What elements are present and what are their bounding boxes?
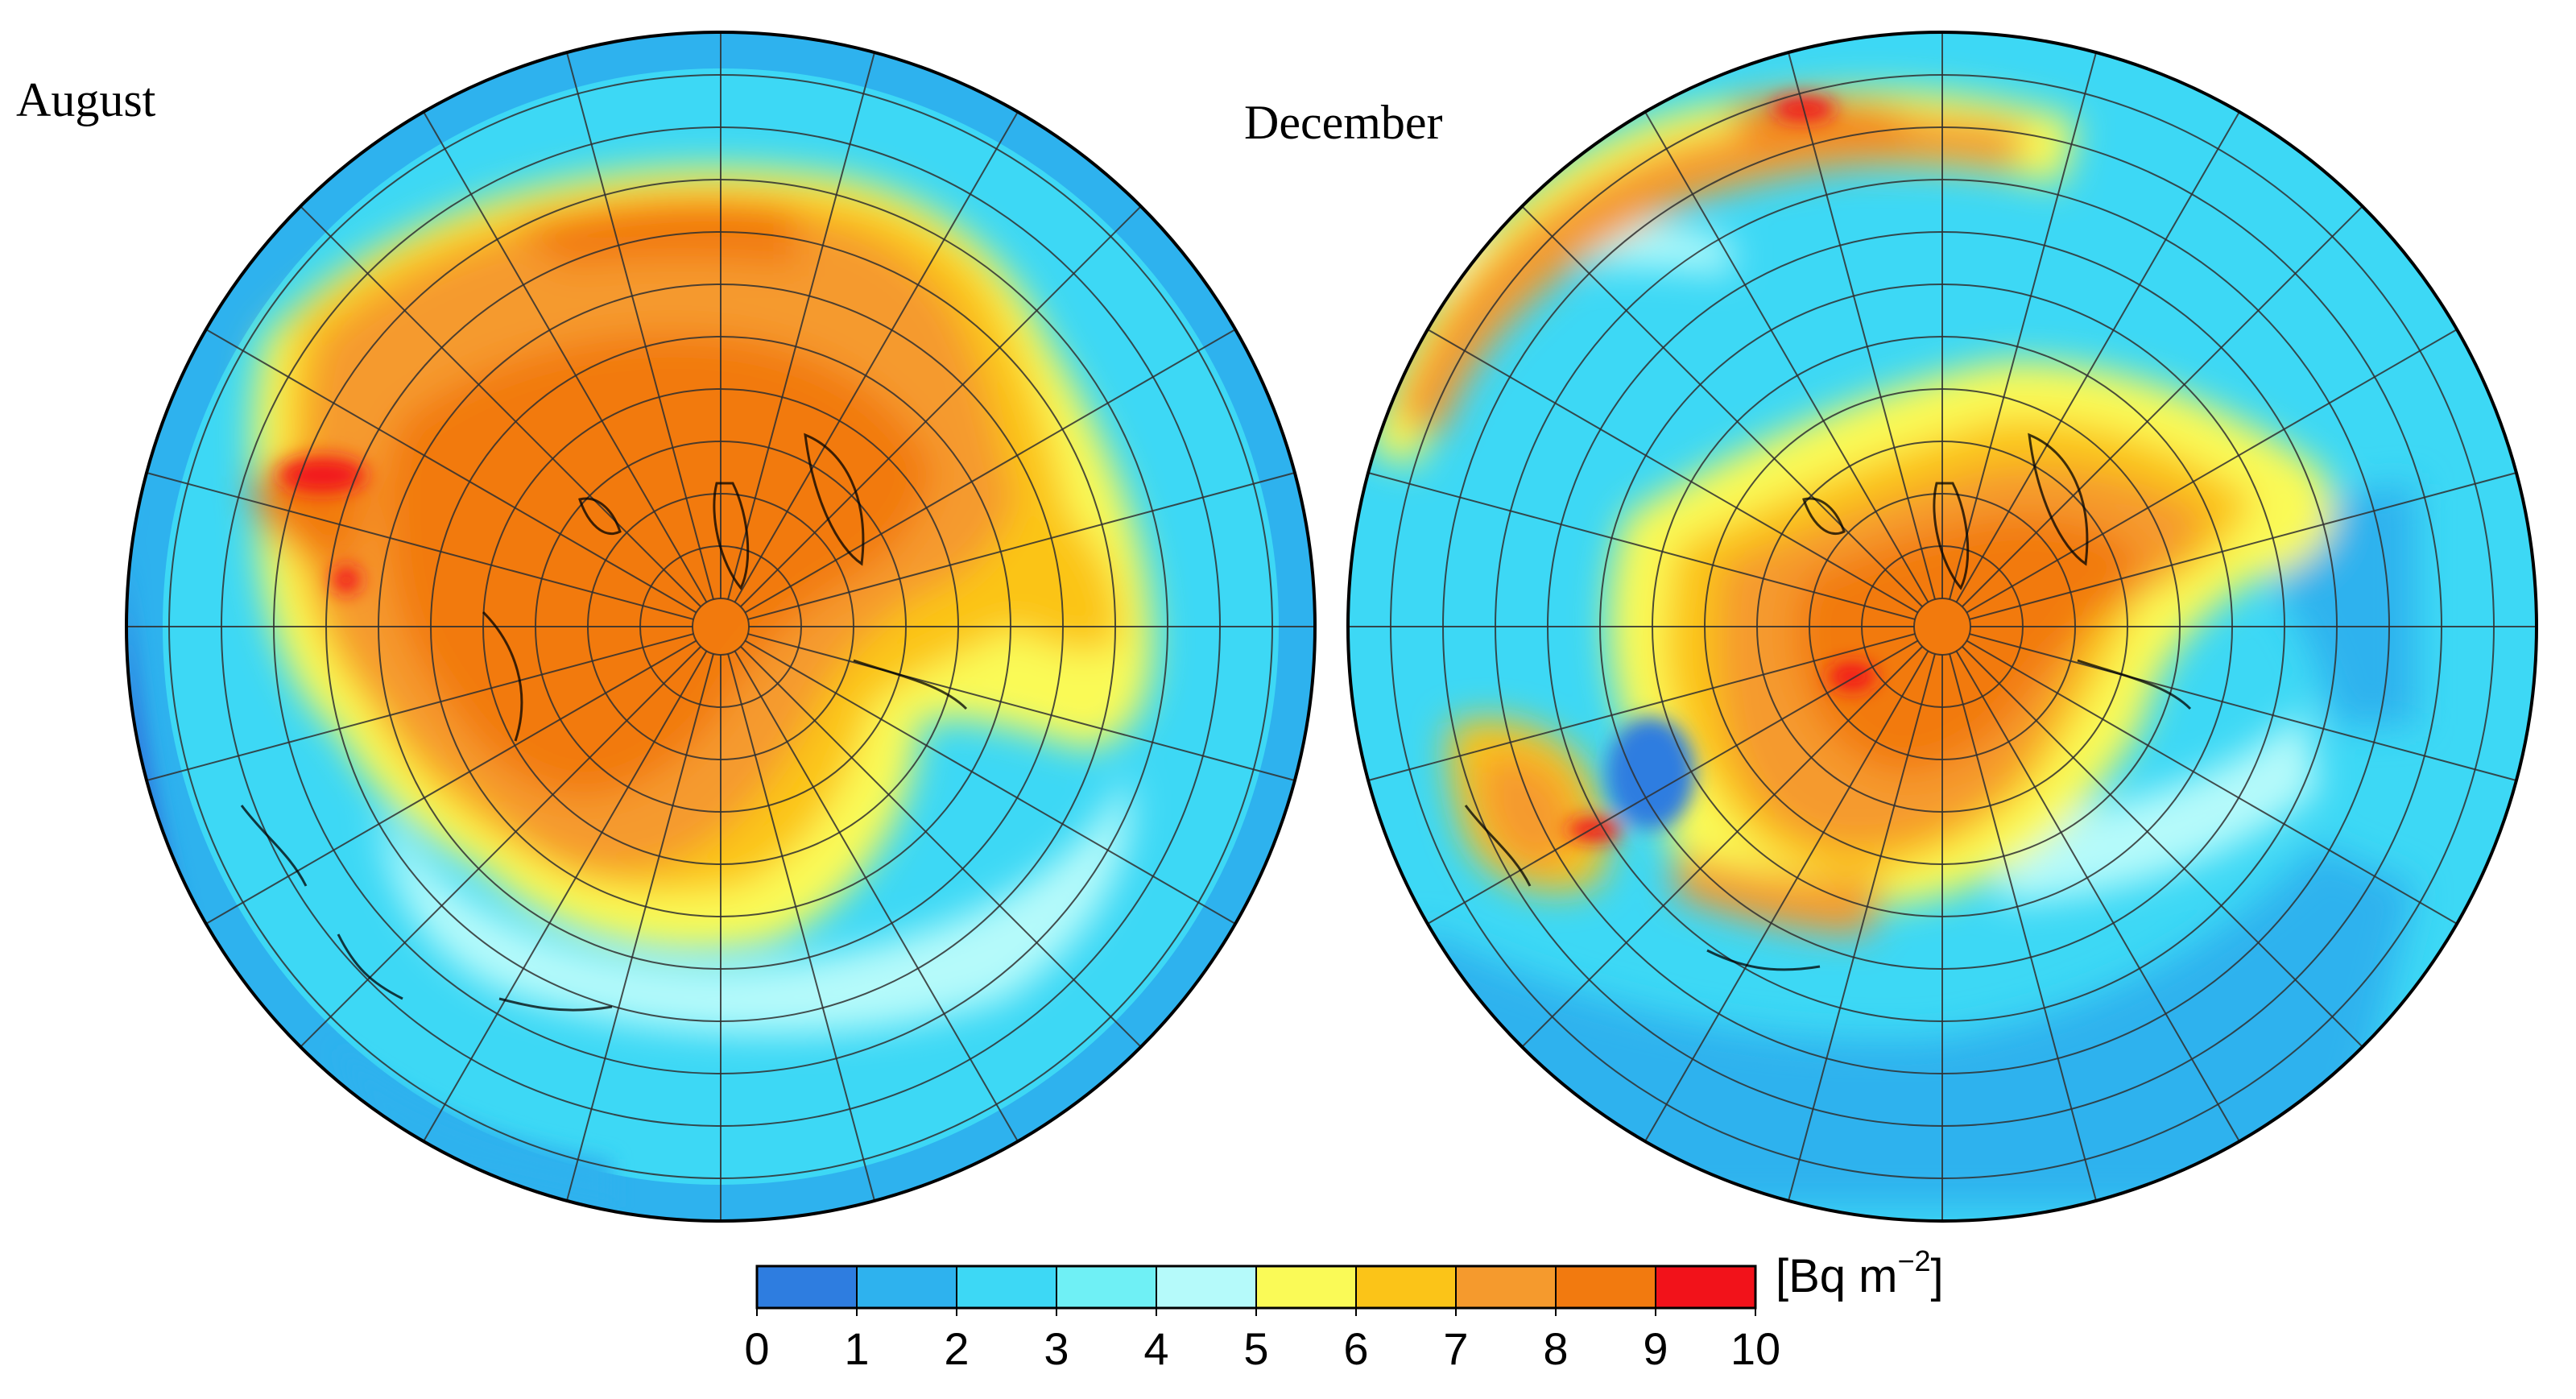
meridian-line xyxy=(740,646,1142,1048)
colorbar-bin xyxy=(956,1265,1057,1309)
meridian-line xyxy=(1788,653,1936,1202)
colorbar-tick-label: 3 xyxy=(1044,1323,1069,1374)
colorbar-bin xyxy=(1056,1265,1157,1309)
meridian-line xyxy=(1955,111,2240,603)
colorbar-bin xyxy=(1355,1265,1457,1309)
colorbar-bin xyxy=(1555,1265,1656,1309)
meridian-line xyxy=(1962,205,2363,607)
meridian-line xyxy=(1427,639,1919,925)
colorbar-tick-label: 7 xyxy=(1443,1323,1468,1374)
meridian-line xyxy=(1644,111,1929,603)
colorbar-tick-label: 5 xyxy=(1243,1323,1268,1374)
map-border xyxy=(1346,31,2538,1223)
colorbar-bin xyxy=(1455,1265,1557,1309)
meridian-line xyxy=(1969,633,2517,781)
colorbar-tick-label: 6 xyxy=(1343,1323,1368,1374)
meridian-line xyxy=(734,111,1019,603)
meridian-line xyxy=(205,329,697,614)
meridian-line xyxy=(566,653,714,1202)
colorbar-bin xyxy=(756,1265,858,1309)
meridian-line xyxy=(1521,646,1923,1048)
meridian-line xyxy=(1949,52,2097,600)
meridian-line xyxy=(1962,646,2363,1048)
meridian-line xyxy=(566,52,714,600)
meridian-line xyxy=(146,633,694,781)
meridian-line xyxy=(744,329,1236,614)
colorbar-tick-label: 4 xyxy=(1143,1323,1168,1374)
map-border xyxy=(125,31,1317,1223)
meridian-line xyxy=(747,472,1296,620)
colorbar-tick-label: 1 xyxy=(844,1323,869,1374)
high-spot xyxy=(1828,662,1876,691)
meridian-line xyxy=(740,205,1142,607)
high-spot xyxy=(278,457,366,493)
map-title-december: December xyxy=(1244,96,1443,149)
colorbar-bin xyxy=(1255,1265,1357,1309)
unit-prefix: [Bq m xyxy=(1776,1250,1898,1302)
meridian-line xyxy=(146,472,694,620)
map-title-august: August xyxy=(16,73,156,126)
meridian-line xyxy=(1427,329,1919,614)
colorbar-tick-label: 9 xyxy=(1643,1323,1668,1374)
low-spot xyxy=(1606,717,1695,830)
meridian-line xyxy=(1966,329,2458,614)
colorbar: 0 1 2 3 4 5 6 7 8 9 10 xyxy=(744,1264,1780,1374)
map-december xyxy=(1346,31,2538,1223)
colorbar-unit-label: [Bq m−2] xyxy=(1776,1244,1944,1303)
meridian-line xyxy=(1955,650,2240,1142)
meridian-line xyxy=(1966,639,2458,925)
meridian-line xyxy=(1788,52,1936,600)
colorbar-tick-label: 10 xyxy=(1730,1323,1780,1374)
meridian-line xyxy=(300,646,701,1048)
meridian-line xyxy=(1521,205,1923,607)
meridian-line xyxy=(727,52,875,600)
meridian-line xyxy=(300,205,701,607)
meridian-line xyxy=(744,639,1236,925)
meridian-line xyxy=(205,639,697,925)
map-august xyxy=(125,31,1317,1223)
low-band xyxy=(1417,846,2416,1208)
meridian-line xyxy=(734,650,1019,1142)
colorbar-tick-label: 8 xyxy=(1543,1323,1568,1374)
meridian-line xyxy=(1969,472,2517,620)
colorbar-tick-label: 2 xyxy=(944,1323,969,1374)
colorbar-bin xyxy=(1156,1265,1257,1309)
meridian-line xyxy=(747,633,1296,781)
colorbar-tick-label: 0 xyxy=(744,1323,769,1374)
meridian-line xyxy=(1367,472,1916,620)
colorbar-bin xyxy=(1655,1265,1756,1309)
meridian-line xyxy=(423,111,708,603)
meridian-line xyxy=(1367,633,1916,781)
meridian-line xyxy=(1949,653,2097,1202)
unit-exponent: −2 xyxy=(1897,1244,1931,1277)
colorbar-bin xyxy=(856,1265,957,1309)
unit-suffix: ] xyxy=(1930,1250,1944,1302)
meridian-line xyxy=(423,650,708,1142)
meridian-line xyxy=(727,653,875,1202)
meridian-line xyxy=(1644,650,1929,1142)
